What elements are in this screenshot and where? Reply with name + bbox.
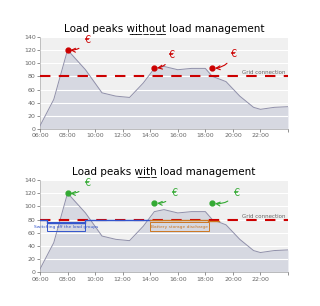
Text: Grid connection: Grid connection: [243, 214, 286, 218]
Text: €: €: [72, 35, 90, 52]
Bar: [150, 222, 210, 231]
Text: €: €: [158, 188, 177, 205]
Title: Load peaks w̲i̲t̲h̲o̲u̲t̲ load management: Load peaks w̲i̲t̲h̲o̲u̲t̲ load managemen…: [64, 23, 264, 34]
Text: Switching off the load groups: Switching off the load groups: [34, 225, 98, 229]
Text: €: €: [216, 188, 239, 206]
Text: €: €: [72, 178, 90, 196]
Text: €: €: [158, 50, 174, 69]
Text: Grid connection: Grid connection: [243, 70, 286, 75]
Bar: [47, 222, 85, 231]
Title: Load peaks w̲i̲t̲h̲ load management: Load peaks w̲i̲t̲h̲ load management: [72, 166, 256, 177]
Text: Battery storage discharge: Battery storage discharge: [151, 225, 208, 229]
Text: €: €: [216, 49, 236, 70]
